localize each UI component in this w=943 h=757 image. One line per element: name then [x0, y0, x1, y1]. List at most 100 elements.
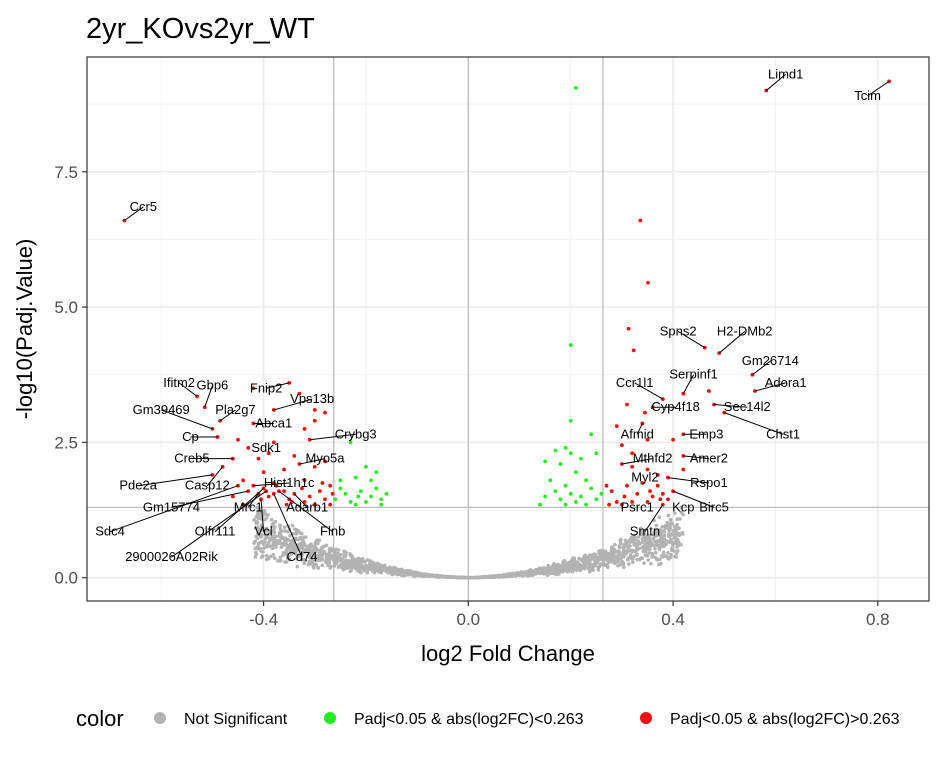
data-point-not-significant	[264, 526, 269, 531]
data-point	[356, 494, 361, 499]
data-point-not-significant	[264, 553, 269, 558]
data-point-not-significant	[266, 556, 271, 561]
data-point-not-significant	[477, 575, 482, 580]
data-point	[353, 475, 358, 480]
data-point-not-significant	[341, 566, 345, 571]
data-point-not-significant	[282, 525, 287, 529]
data-point	[302, 500, 307, 504]
data-point-not-significant	[277, 531, 282, 535]
data-point	[589, 432, 594, 437]
data-point-not-significant	[263, 540, 267, 544]
label-leader-line	[293, 493, 308, 508]
data-point	[312, 464, 317, 469]
gene-label: Sec14l2	[724, 399, 771, 414]
gene-label: Hist1h1c	[264, 475, 315, 490]
data-point-not-significant	[293, 536, 298, 541]
data-point-not-significant	[273, 519, 278, 524]
data-point-not-significant	[590, 565, 595, 569]
data-point-not-significant	[311, 564, 316, 568]
data-point	[323, 497, 327, 502]
data-point	[646, 280, 650, 285]
data-point-not-significant	[290, 523, 295, 528]
gene-label: Spns2	[660, 323, 697, 338]
data-point	[236, 483, 240, 488]
data-point-not-significant	[256, 543, 261, 547]
data-point	[630, 464, 635, 469]
data-point-not-significant	[560, 563, 564, 567]
data-point-not-significant	[259, 549, 264, 553]
data-point-not-significant	[635, 544, 639, 549]
data-point	[579, 494, 583, 499]
data-point	[379, 497, 384, 502]
label-leader-line	[765, 73, 787, 91]
data-point-not-significant	[624, 541, 628, 545]
data-point	[338, 486, 343, 491]
data-point-not-significant	[527, 572, 532, 577]
plot-panel	[86, 56, 930, 602]
data-point-not-significant	[617, 545, 622, 550]
data-point-not-significant	[610, 545, 614, 549]
label-leader-line	[204, 385, 213, 408]
data-point-not-significant	[622, 549, 627, 554]
data-point-not-significant	[679, 505, 683, 510]
data-point	[320, 481, 325, 485]
data-point-not-significant	[368, 559, 373, 563]
data-point	[660, 491, 665, 496]
data-point-not-significant	[368, 564, 373, 568]
data-point-not-significant	[377, 565, 381, 570]
data-point-not-significant	[587, 570, 592, 574]
gene-label: Limd1	[768, 66, 803, 81]
data-point-not-significant	[284, 560, 289, 564]
data-point-not-significant	[456, 575, 461, 580]
data-point	[210, 472, 215, 477]
data-point-not-significant	[298, 535, 303, 540]
data-point-not-significant	[379, 570, 384, 575]
data-point	[302, 478, 307, 483]
data-point-not-significant	[680, 532, 685, 536]
data-point-not-significant	[267, 532, 271, 536]
data-point-not-significant	[284, 548, 289, 552]
data-point-not-significant	[553, 566, 558, 570]
data-point-not-significant	[613, 560, 618, 565]
data-point-not-significant	[611, 554, 616, 558]
data-point	[300, 486, 304, 491]
data-point-not-significant	[305, 553, 310, 557]
data-point-not-significant	[325, 552, 330, 557]
data-point-not-significant	[668, 517, 673, 522]
data-point-not-significant	[630, 560, 635, 565]
data-point	[712, 402, 716, 407]
data-point-not-significant	[673, 526, 678, 530]
data-point-not-significant	[302, 535, 306, 540]
data-point-not-significant	[253, 539, 257, 544]
data-point-not-significant	[504, 573, 509, 578]
data-point-not-significant	[638, 557, 642, 562]
data-point-not-significant	[613, 542, 617, 547]
data-point	[241, 478, 246, 483]
data-point-not-significant	[675, 517, 680, 521]
data-point-not-significant	[614, 549, 618, 554]
data-point	[568, 491, 573, 496]
data-point-not-significant	[361, 564, 365, 569]
data-point-not-significant	[269, 554, 274, 558]
data-point-not-significant	[616, 563, 620, 568]
data-point	[707, 389, 711, 393]
label-leader-line	[683, 455, 709, 460]
data-point-not-significant	[633, 550, 638, 554]
data-point-not-significant	[625, 557, 630, 562]
data-point-not-significant	[278, 555, 283, 560]
data-point	[312, 408, 317, 412]
data-point-not-significant	[486, 574, 491, 579]
data-point-not-significant	[332, 563, 337, 567]
data-point	[563, 445, 568, 450]
data-point-not-significant	[679, 542, 683, 547]
data-point-not-significant	[645, 546, 649, 550]
data-point	[666, 475, 670, 480]
data-point	[655, 472, 660, 477]
legend-key	[154, 712, 166, 724]
label-leader-line	[266, 382, 290, 389]
data-point-not-significant	[665, 523, 670, 528]
data-point-not-significant	[262, 510, 267, 514]
label-leader-line	[677, 331, 706, 349]
y-tick-label: 0.0	[54, 569, 78, 588]
data-point	[379, 502, 384, 507]
